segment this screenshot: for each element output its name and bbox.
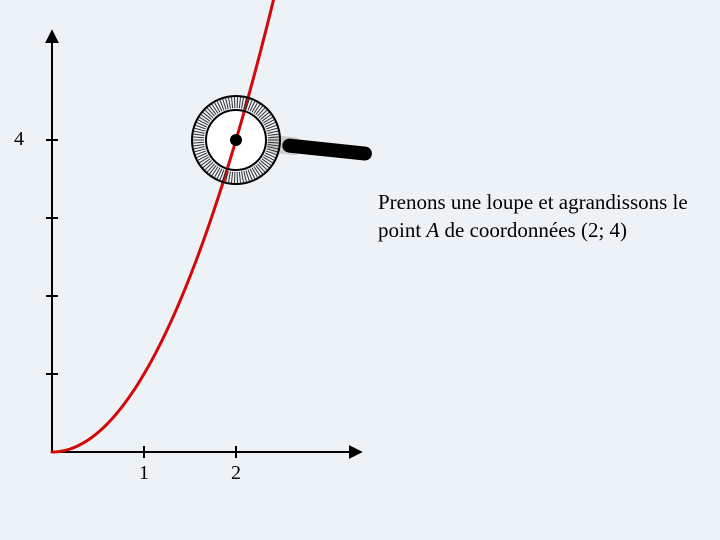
caption-line2-prefix: point xyxy=(378,218,426,242)
caption-text: Prenons une loupe et agrandissons le poi… xyxy=(378,188,688,245)
caption-line1: Prenons une loupe et agrandissons le xyxy=(378,190,688,214)
caption-line2-suffix: de coordonnées (2; 4) xyxy=(439,218,627,242)
x-tick-label: 1 xyxy=(139,462,149,485)
point-a-marker xyxy=(230,134,242,146)
function-curve xyxy=(52,0,277,452)
diagram-stage: Prenons une loupe et agrandissons le poi… xyxy=(0,0,720,540)
x-tick-label: 2 xyxy=(231,462,241,485)
y-tick-label: 4 xyxy=(14,128,24,151)
magnifier-icon xyxy=(190,0,365,277)
caption-point-name: A xyxy=(426,218,439,242)
plot-svg xyxy=(0,0,720,540)
